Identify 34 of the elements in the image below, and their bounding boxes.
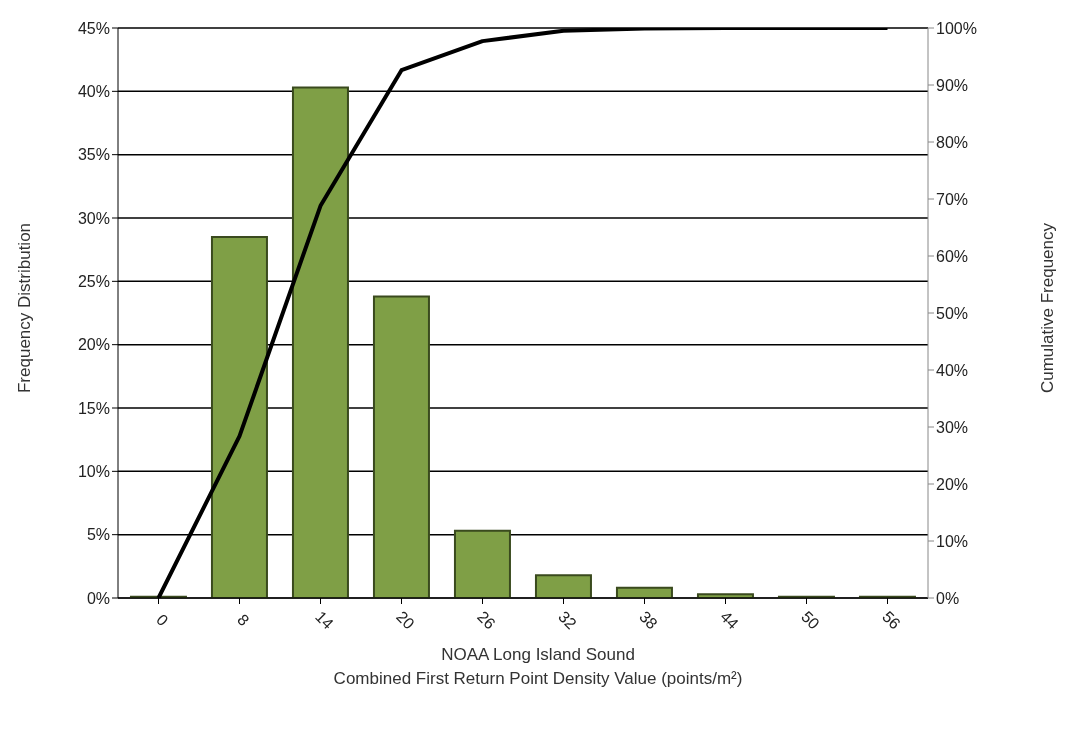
y2-axis-title: Cumulative Frequency: [1038, 222, 1057, 394]
y-tick-label: 40%: [77, 83, 110, 101]
y2-tick-label: 50%: [936, 304, 969, 322]
y-tick-label: 15%: [77, 399, 110, 417]
y-tick-label: 20%: [77, 336, 110, 354]
y-tick-label: 45%: [77, 19, 110, 37]
y2-tick-label: 10%: [936, 532, 969, 550]
y2-tick-label: 0%: [936, 589, 960, 607]
y2-tick-label: 40%: [936, 361, 969, 379]
y-tick-label: 30%: [77, 209, 110, 227]
x-tick-label: 56: [879, 607, 904, 633]
y2-tick-label: 60%: [936, 247, 969, 265]
x-tick-label: 0: [153, 610, 172, 630]
x-tick-label: 8: [234, 610, 253, 630]
y-tick-label: 5%: [86, 526, 110, 544]
x-tick-label: 32: [555, 607, 580, 633]
x-tick-label: 50: [798, 607, 823, 633]
y-tick-label: 35%: [77, 146, 110, 164]
y2-tick-label: 100%: [936, 19, 977, 37]
y2-tick-label: 80%: [936, 133, 969, 151]
x-tick-label: 38: [636, 607, 661, 633]
y2-tick-label: 30%: [936, 418, 969, 436]
y-tick-label: 10%: [77, 463, 110, 481]
y2-tick-label: 70%: [936, 190, 969, 208]
x-tick-label: 26: [474, 607, 499, 633]
x-axis-title: NOAA Long Island Sound Combined First Return Point Density Value (points/m²): [333, 645, 743, 688]
x-tick-label: 44: [717, 607, 742, 633]
y-tick-label: 0%: [86, 589, 110, 607]
y2-tick-label: 90%: [936, 76, 969, 94]
x-tick-label: 14: [312, 607, 337, 633]
y-axis-title: Frequency Distribution: [15, 222, 34, 394]
x-tick-label: 20: [393, 607, 418, 633]
y2-tick-label: 20%: [936, 475, 969, 493]
y-tick-label: 25%: [77, 273, 110, 291]
